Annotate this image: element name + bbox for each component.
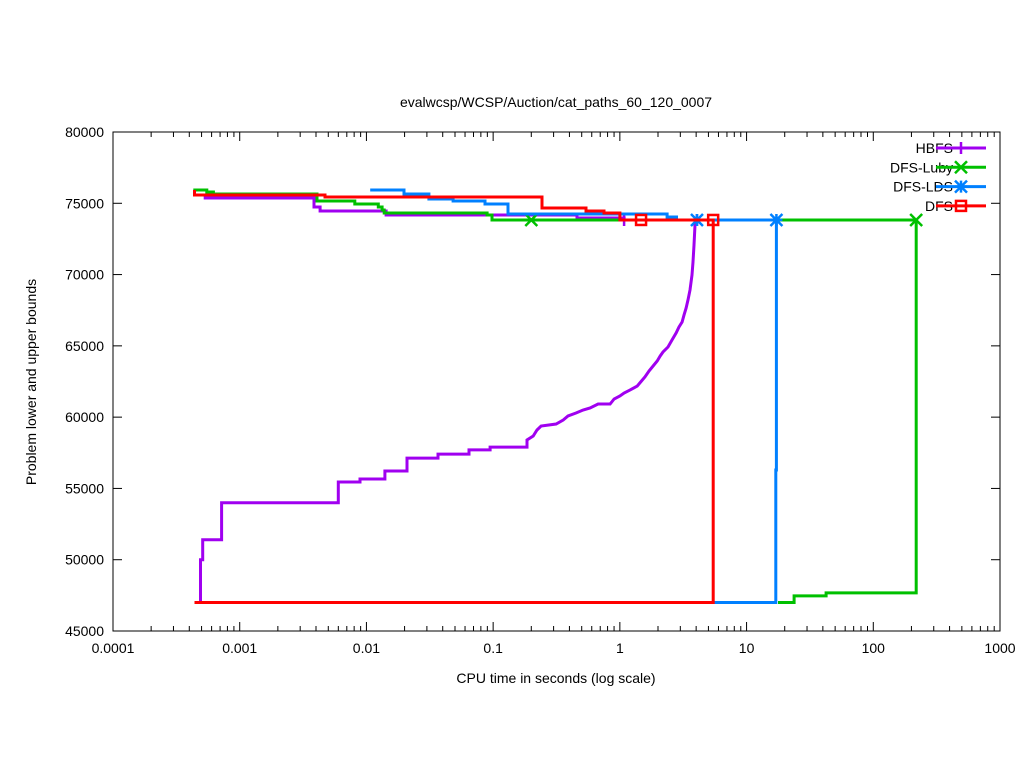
series-dfs-lds	[370, 188, 784, 604]
y-tick-label: 50000	[65, 552, 104, 568]
x-tick-label: 100	[862, 640, 886, 656]
data-point-marker	[769, 213, 784, 227]
y-tick-label: 45000	[65, 623, 104, 639]
x-tick-label: 0.0001	[92, 640, 135, 656]
legend-label: DFS-LDS	[893, 179, 953, 195]
legend-entry: DFS	[925, 198, 986, 214]
x-tick-label: 10	[739, 640, 755, 656]
series-line	[199, 219, 699, 603]
y-tick-label: 65000	[65, 338, 104, 354]
legend-entry: HBFS	[916, 140, 986, 156]
chart-title: evalwcsp/WCSP/Auction/cat_paths_60_120_0…	[400, 94, 712, 110]
legend-entry: DFS-LDS	[893, 179, 986, 195]
legend: HBFS DFS-Luby DFS-LDS DFS	[890, 140, 986, 214]
legend-marker	[954, 160, 968, 175]
y-axis-label: Problem lower and upper bounds	[23, 279, 39, 485]
y-tick-label: 80000	[65, 124, 104, 140]
series-dfs	[193, 190, 720, 604]
data-point-marker	[524, 213, 539, 227]
x-axis-label: CPU time in seconds (log scale)	[456, 670, 655, 686]
series-line	[370, 188, 778, 604]
x-tick-label: 0.001	[222, 640, 257, 656]
data-point-marker	[706, 213, 720, 227]
y-tick-label: 75000	[65, 195, 104, 211]
y-tick-label: 60000	[65, 409, 104, 425]
y-tick-label: 55000	[65, 480, 104, 496]
legend-entry: DFS-Luby	[890, 159, 986, 175]
plot-frame	[112, 131, 1001, 632]
series-line	[193, 190, 715, 604]
x-tick-label: 1000	[984, 640, 1015, 656]
legend-label: HBFS	[916, 140, 953, 156]
x-tick-label: 0.1	[483, 640, 503, 656]
data-point-marker	[909, 213, 924, 227]
legend-marker	[954, 179, 968, 194]
series-hbfs	[199, 196, 703, 603]
series-dfs-luby	[193, 188, 924, 604]
series-line	[193, 188, 918, 604]
x-tick-label: 0.01	[353, 640, 380, 656]
legend-marker	[955, 142, 967, 154]
y-tick-label: 70000	[65, 267, 104, 283]
data-point-marker	[634, 213, 648, 227]
x-tick-label: 1	[616, 640, 624, 656]
legend-label: DFS-Luby	[890, 159, 953, 175]
axis-ticks: 0.0001 0.001 0.01 0.1 1 10 100 1000 45000 50000 55…	[65, 124, 1016, 656]
plot-series	[193, 188, 924, 604]
legend-marker	[954, 199, 968, 213]
